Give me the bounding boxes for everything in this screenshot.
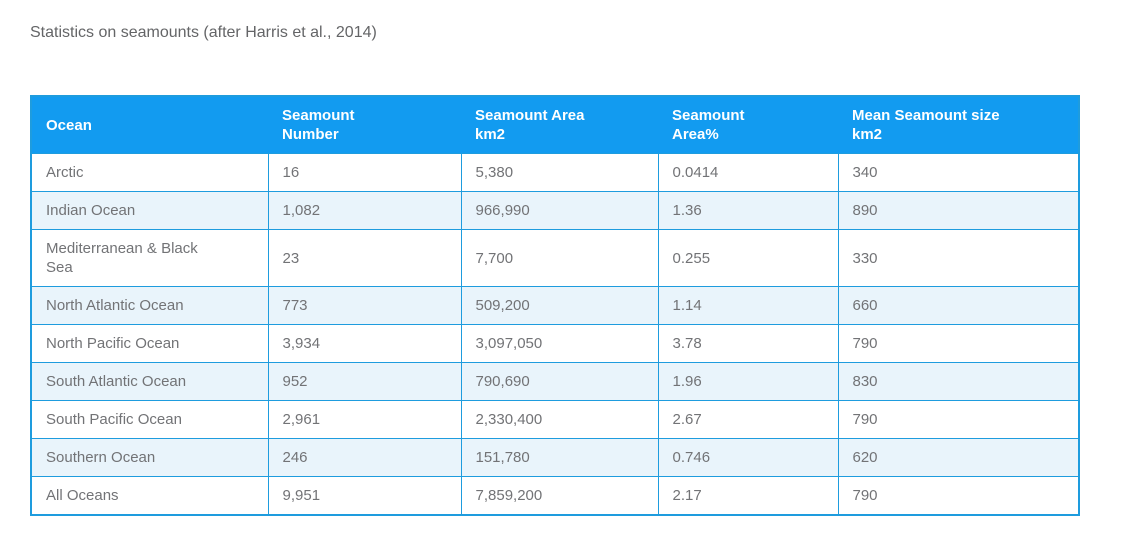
cell-seamount-area: 151,780 — [460, 438, 659, 477]
cell-mean-seamount-size: 830 — [837, 362, 1080, 401]
cell-seamount-area: 790,690 — [460, 362, 659, 401]
column-header-mean-seamount-size-line1: Mean Seamount size — [852, 107, 1000, 124]
cell-seamount-area: 7,859,200 — [460, 476, 659, 516]
table-row-arctic: Arctic 16 5,380 0.0414 340 — [30, 153, 1080, 192]
column-header-seamount-number-line2: Number — [282, 126, 339, 143]
column-header-seamount-area-pct: Seamount Area% — [658, 96, 838, 154]
column-header-seamount-area-line1: Seamount Area — [475, 107, 585, 124]
table-row-all-oceans: All Oceans 9,951 7,859,200 2.17 790 — [30, 476, 1080, 516]
cell-ocean: North Pacific Ocean — [30, 324, 269, 363]
cell-ocean: North Atlantic Ocean — [30, 286, 269, 325]
column-header-seamount-area-pct-line2: Area% — [672, 126, 719, 143]
table-caption: Statistics on seamounts (after Harris et… — [30, 24, 377, 41]
cell-seamount-area-pct: 1.14 — [657, 286, 839, 325]
column-header-ocean: Ocean — [31, 96, 268, 154]
cell-mean-seamount-size: 620 — [837, 438, 1080, 477]
cell-seamount-area-pct: 0.0414 — [657, 153, 839, 192]
cell-mean-seamount-size: 790 — [837, 324, 1080, 363]
cell-seamount-area: 5,380 — [460, 153, 659, 192]
cell-seamount-area-pct: 1.36 — [657, 191, 839, 230]
cell-seamount-number: 773 — [267, 286, 462, 325]
column-header-seamount-number-line1: Seamount — [282, 107, 355, 124]
column-header-mean-seamount-size-line2: km2 — [852, 126, 883, 143]
cell-seamount-area-pct: 1.96 — [657, 362, 839, 401]
cell-seamount-area-pct: 2.17 — [657, 476, 839, 516]
cell-seamount-number: 3,934 — [267, 324, 462, 363]
cell-seamount-area-pct: 2.67 — [657, 400, 839, 439]
cell-seamount-area-pct: 0.746 — [657, 438, 839, 477]
cell-seamount-area-pct: 0.255 — [657, 229, 839, 287]
cell-seamount-number: 246 — [267, 438, 462, 477]
table-row-mediterranean-black-sea: Mediterranean & Black Sea 23 7,700 0.255… — [30, 229, 1080, 287]
table-row-north-pacific-ocean: North Pacific Ocean 3,934 3,097,050 3.78… — [30, 324, 1080, 363]
cell-mean-seamount-size: 660 — [837, 286, 1080, 325]
table-row-south-pacific-ocean: South Pacific Ocean 2,961 2,330,400 2.67… — [30, 400, 1080, 439]
table-row-southern-ocean: Southern Ocean 246 151,780 0.746 620 — [30, 438, 1080, 477]
cell-mean-seamount-size: 790 — [837, 476, 1080, 516]
cell-seamount-number: 2,961 — [267, 400, 462, 439]
column-header-seamount-number: Seamount Number — [268, 96, 461, 154]
column-header-seamount-area: Seamount Area km2 — [461, 96, 658, 154]
cell-ocean: Mediterranean & Black Sea — [30, 229, 269, 287]
column-header-seamount-area-pct-line1: Seamount — [672, 107, 745, 124]
cell-mean-seamount-size: 890 — [837, 191, 1080, 230]
column-header-mean-seamount-size: Mean Seamount size km2 — [838, 96, 1079, 154]
table-row-south-atlantic-ocean: South Atlantic Ocean 952 790,690 1.96 83… — [30, 362, 1080, 401]
cell-seamount-area: 509,200 — [460, 286, 659, 325]
column-header-seamount-area-line2: km2 — [475, 126, 506, 143]
cell-seamount-area-pct: 3.78 — [657, 324, 839, 363]
cell-ocean: South Pacific Ocean — [30, 400, 269, 439]
cell-mean-seamount-size: 790 — [837, 400, 1080, 439]
cell-seamount-number: 16 — [267, 153, 462, 192]
cell-seamount-area: 7,700 — [460, 229, 659, 287]
seamounts-table: Ocean Seamount Number Seamount Area km2 Se… — [30, 95, 1080, 516]
cell-ocean: Indian Ocean — [30, 191, 269, 230]
cell-seamount-area: 2,330,400 — [460, 400, 659, 439]
cell-ocean: All Oceans — [30, 476, 269, 516]
cell-ocean: Southern Ocean — [30, 438, 269, 477]
cell-mean-seamount-size: 340 — [837, 153, 1080, 192]
cell-seamount-number: 952 — [267, 362, 462, 401]
table-row-indian-ocean: Indian Ocean 1,082 966,990 1.36 890 — [30, 191, 1080, 230]
cell-seamount-area: 966,990 — [460, 191, 659, 230]
cell-mean-seamount-size: 330 — [837, 229, 1080, 287]
cell-seamount-area: 3,097,050 — [460, 324, 659, 363]
cell-seamount-number: 9,951 — [267, 476, 462, 516]
cell-seamount-number: 1,082 — [267, 191, 462, 230]
cell-seamount-number: 23 — [267, 229, 462, 287]
column-header-ocean-line1: Ocean — [46, 116, 92, 134]
cell-ocean: Arctic — [30, 153, 269, 192]
table-header-row: Ocean Seamount Number Seamount Area km2 Se… — [31, 96, 1079, 154]
table-row-north-atlantic-ocean: North Atlantic Ocean 773 509,200 1.14 66… — [30, 286, 1080, 325]
cell-ocean: South Atlantic Ocean — [30, 362, 269, 401]
